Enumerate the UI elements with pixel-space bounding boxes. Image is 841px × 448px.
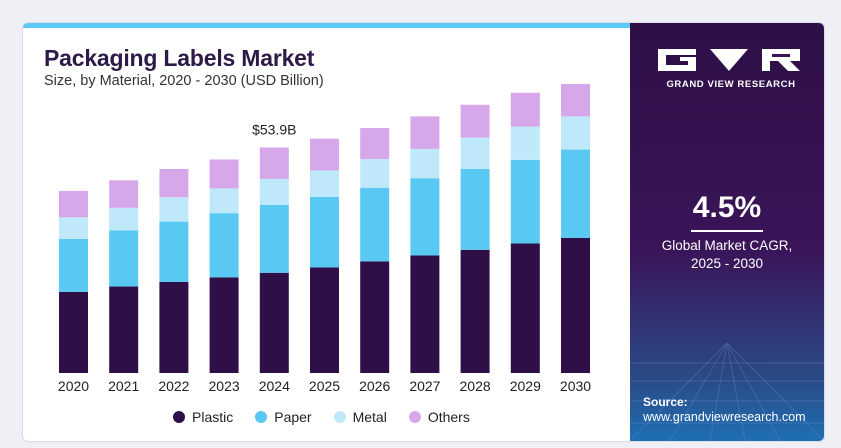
bar-metal-2025 [310, 170, 339, 197]
chart-title: Packaging Labels Market [44, 45, 315, 71]
bar-paper-2024 [259, 205, 289, 273]
cagr-label-line1: Global Market CAGR, [661, 238, 793, 253]
bar-others-2029 [510, 92, 540, 127]
cagr-divider [691, 230, 763, 232]
bar-paper-2023 [209, 213, 239, 278]
bar-paper-2021 [109, 230, 139, 287]
legend-dot-metal [333, 411, 346, 423]
bar-plastic-2020 [59, 291, 88, 373]
bar-metal-2024 [259, 178, 289, 205]
x-tick-label-2029: 2029 [510, 378, 541, 394]
grid-decoration [630, 342, 824, 441]
legend-item-plastic: Plastic [173, 409, 233, 425]
bar-others-2027 [410, 116, 440, 149]
bar-metal-2022 [159, 197, 189, 222]
bar-plastic-2021 [109, 286, 139, 373]
bar-chart: 2020 2021 2022 2023 2024 $53.9B 2025 2026 2027 20… [58, 83, 591, 394]
data-label-2024: $53.9B [252, 121, 296, 137]
bar-plastic-2030 [561, 237, 590, 373]
logo-text: GRAND VIEW RESEARCH [666, 79, 796, 90]
x-tick-label-2025: 2025 [309, 378, 340, 394]
legend-item-others: Others [408, 409, 470, 425]
bar-others-2025 [310, 138, 339, 171]
cagr-label: Global Market CAGR, 2025 - 2030 [630, 237, 824, 273]
bar-plastic-2022 [159, 281, 189, 373]
bar-others-2024 [259, 147, 289, 179]
legend-label-others: Others [427, 409, 470, 425]
chart-card: Packaging Labels Market Size, by Materia… [22, 22, 825, 442]
legend-dot-paper [255, 411, 268, 423]
bar-metal-2023 [209, 188, 239, 214]
bar-plastic-2026 [360, 261, 390, 373]
bar-plastic-2029 [510, 243, 540, 373]
bar-plastic-2027 [410, 255, 440, 373]
bar-paper-2025 [310, 196, 339, 268]
sidebar-panel: GRAND VIEW RESEARCH 4.5% Global Market C… [630, 23, 824, 441]
source-url[interactable]: www.grandviewresearch.com [643, 410, 806, 424]
bar-others-2020 [59, 190, 88, 218]
legend-dot-others [408, 411, 421, 423]
bar-metal-2027 [410, 148, 440, 179]
bar-others-2028 [460, 104, 490, 138]
cagr-value: 4.5% [692, 191, 762, 224]
bar-others-2026 [360, 128, 390, 160]
bar-others-2023 [209, 159, 239, 189]
x-tick-label-2027: 2027 [409, 378, 440, 394]
x-tick-label-2024: 2024 [259, 378, 290, 394]
bar-metal-2020 [59, 217, 88, 239]
legend-dot-plastic [173, 411, 185, 423]
x-tick-label-2030: 2030 [560, 378, 591, 394]
legend-label-metal: Metal [352, 409, 387, 425]
bar-paper-2028 [460, 169, 490, 250]
legend-item-paper: Paper [255, 409, 312, 425]
bar-paper-2027 [410, 178, 440, 256]
bar-plastic-2025 [310, 267, 339, 373]
bar-others-2021 [109, 180, 139, 208]
x-tick-label-2021: 2021 [108, 378, 139, 394]
bar-metal-2030 [561, 116, 590, 150]
bar-plastic-2028 [460, 249, 490, 373]
x-tick-label-2028: 2028 [460, 378, 491, 394]
bar-metal-2029 [510, 126, 540, 160]
chart-legend: Plastic Paper Metal Others [173, 407, 503, 427]
bar-plastic-2023 [209, 277, 239, 373]
x-tick-label-2020: 2020 [58, 378, 89, 394]
bar-paper-2029 [510, 159, 540, 244]
x-tick-label-2026: 2026 [359, 378, 390, 394]
cagr-label-line2: 2025 - 2030 [690, 256, 764, 271]
legend-label-paper: Paper [274, 409, 312, 425]
chart-subtitle: Size, by Material, 2020 - 2030 (USD Bill… [44, 73, 324, 89]
bar-metal-2021 [109, 207, 139, 231]
source-title: Source: [643, 395, 688, 409]
bar-paper-2030 [561, 149, 590, 238]
legend-item-metal: Metal [333, 409, 387, 425]
x-tick-label-2022: 2022 [158, 378, 189, 394]
bar-paper-2022 [159, 221, 189, 282]
accent-bar [23, 23, 630, 28]
bar-paper-2026 [360, 187, 390, 262]
bar-plastic-2024 [259, 272, 289, 373]
grand-view-research-logo [658, 49, 800, 71]
bar-paper-2020 [59, 238, 88, 292]
bar-others-2022 [159, 169, 189, 198]
legend-label-plastic: Plastic [192, 409, 234, 425]
x-tick-label-2023: 2023 [209, 378, 240, 394]
bar-others-2030 [561, 83, 590, 117]
bar-metal-2026 [360, 159, 390, 188]
bar-metal-2028 [460, 137, 490, 169]
